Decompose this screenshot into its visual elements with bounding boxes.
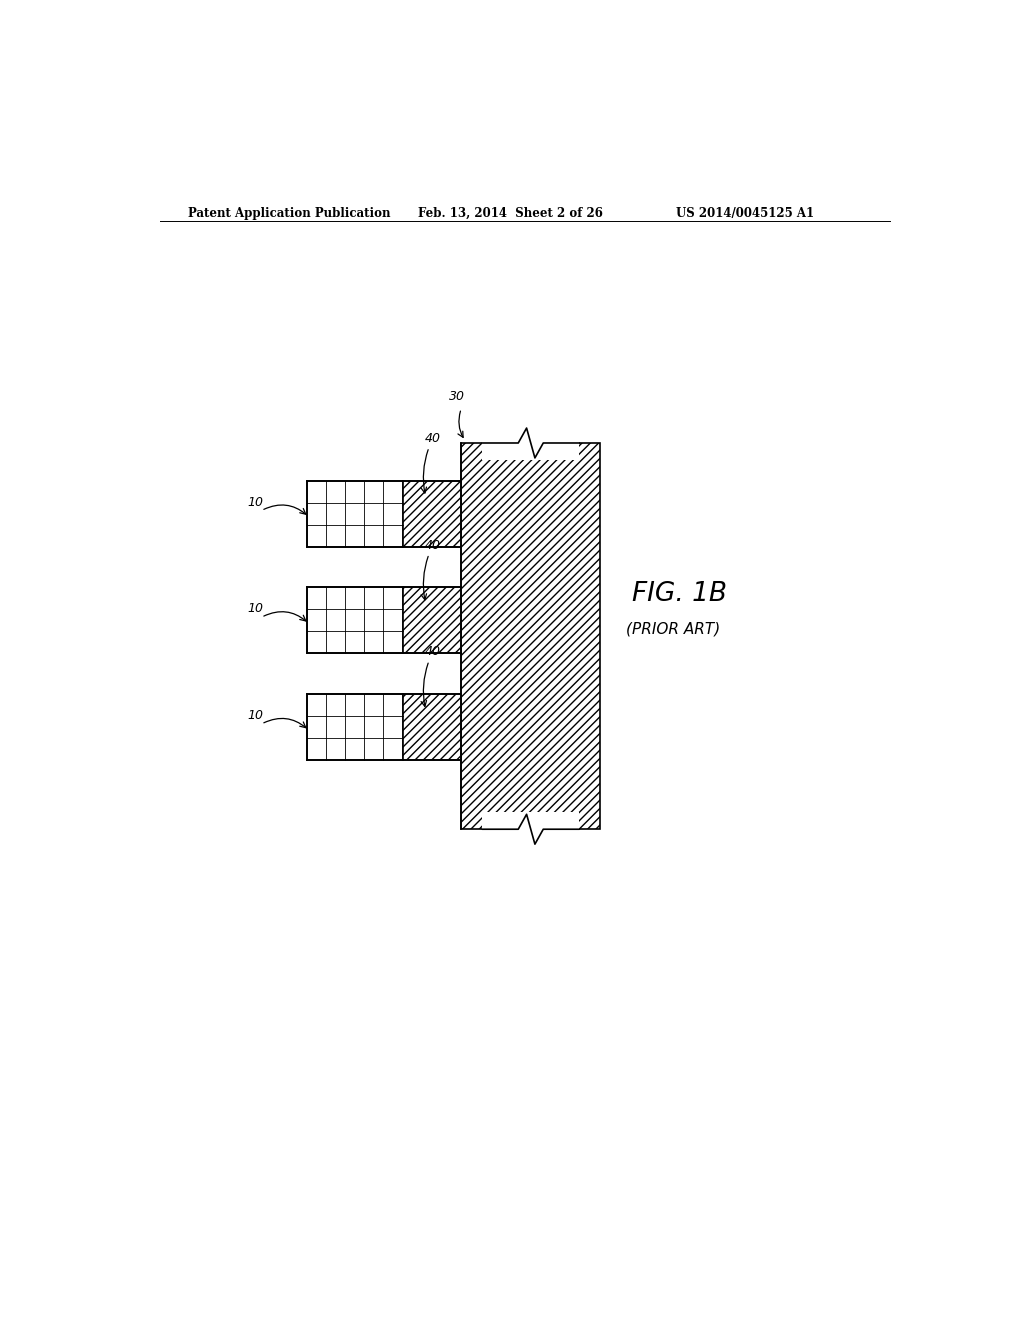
Bar [482, 812, 580, 846]
Text: 40: 40 [424, 432, 440, 445]
Bar [306, 694, 402, 760]
Bar [402, 587, 461, 653]
Text: (PRIOR ART): (PRIOR ART) [627, 620, 721, 636]
Text: Feb. 13, 2014  Sheet 2 of 26: Feb. 13, 2014 Sheet 2 of 26 [418, 207, 602, 220]
Text: FIG. 1B: FIG. 1B [632, 581, 727, 606]
Bar [402, 480, 461, 546]
Bar [306, 694, 461, 760]
Text: US 2014/0045125 A1: US 2014/0045125 A1 [676, 207, 814, 220]
Text: Patent Application Publication: Patent Application Publication [187, 207, 390, 220]
Bar [402, 694, 461, 760]
Bar [306, 480, 461, 546]
Text: 30: 30 [450, 391, 465, 404]
Bar [306, 587, 461, 653]
Text: 10: 10 [247, 709, 263, 722]
Text: 10: 10 [247, 495, 263, 508]
Bar [461, 444, 600, 829]
Bar [306, 480, 402, 546]
Text: 10: 10 [247, 602, 263, 615]
Bar [482, 426, 580, 461]
Text: 40: 40 [424, 539, 440, 552]
Text: 40: 40 [424, 645, 440, 659]
Bar [306, 587, 402, 653]
